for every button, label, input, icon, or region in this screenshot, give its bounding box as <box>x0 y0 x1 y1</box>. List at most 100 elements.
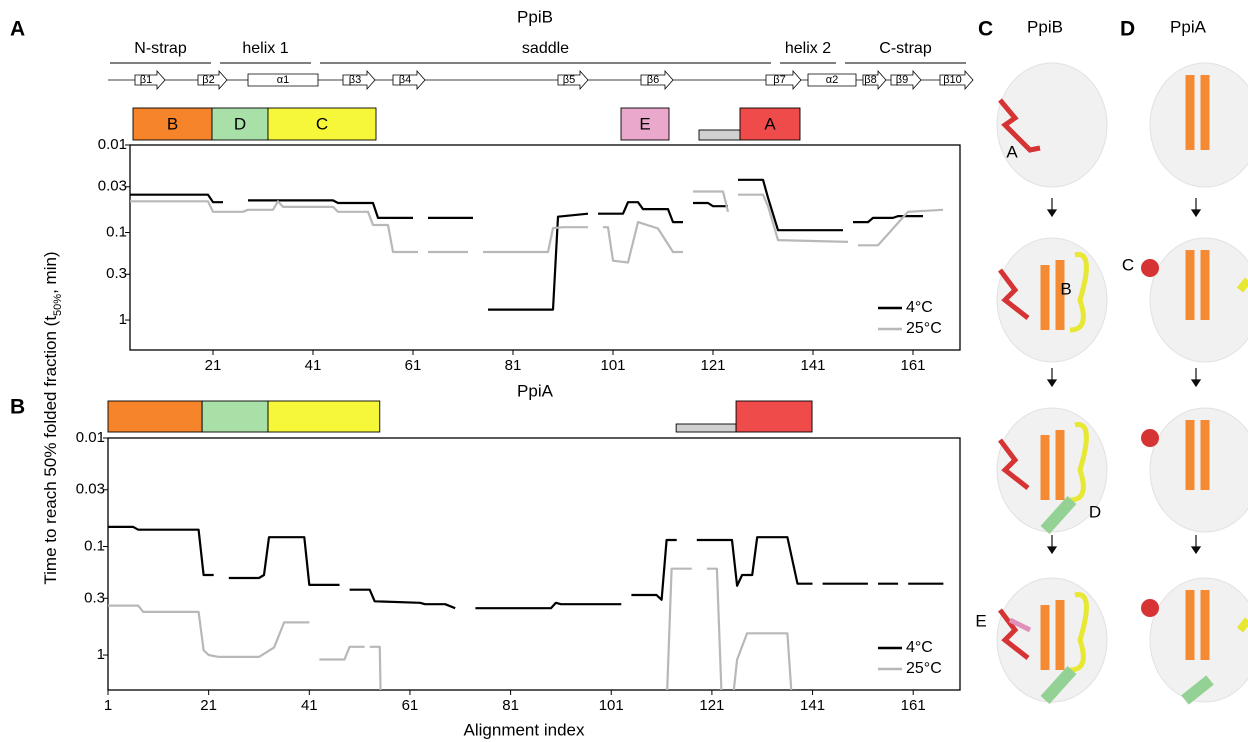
y-tick-label: 0.01 <box>98 136 127 153</box>
strand <box>862 69 887 91</box>
y-tick-label: 0.1 <box>106 223 127 240</box>
legend-label: 25°C <box>906 320 942 337</box>
series-line <box>666 567 692 690</box>
element-label: β4 <box>399 74 411 86</box>
x-tick-label: 101 <box>600 357 625 374</box>
foldon-label: E <box>639 114 650 133</box>
series-line <box>853 215 923 224</box>
y-tick-label: 0.1 <box>84 537 105 554</box>
legend-label: 25°C <box>906 660 942 677</box>
element-label: β3 <box>349 74 361 86</box>
x-axis-label: PpiA <box>517 381 554 400</box>
series-line <box>738 178 843 232</box>
foldon-box <box>201 400 269 433</box>
series-line <box>130 200 418 254</box>
series-line <box>631 538 677 601</box>
series-line <box>732 632 793 690</box>
foldon-box <box>107 400 203 433</box>
structure-label: D <box>1089 502 1101 521</box>
domain-label: C-strap <box>879 40 932 57</box>
structure-label: C <box>1122 255 1134 274</box>
series-line <box>349 588 456 610</box>
element-label: α2 <box>826 74 838 86</box>
strand <box>557 69 589 91</box>
series-line <box>475 601 622 610</box>
element-label: β8 <box>864 74 876 86</box>
series-line <box>108 525 214 577</box>
strand <box>134 69 166 91</box>
y-axis-label-subscript: 50% <box>52 294 64 316</box>
foldon-box <box>698 129 741 141</box>
foldon-label: B <box>167 114 178 133</box>
series-group <box>108 525 944 690</box>
x-tick-label: 1 <box>104 697 112 714</box>
y-tick-label: 1 <box>119 311 127 328</box>
y-tick-label: 0.01 <box>76 429 105 446</box>
x-tick-label: 61 <box>402 697 419 714</box>
series-line <box>130 193 223 204</box>
legend-label: 4°C <box>906 299 933 316</box>
y-tick-label: 0.03 <box>98 178 127 195</box>
y-axis-label-suffix: , min) <box>41 251 60 294</box>
element-label: β2 <box>202 74 214 86</box>
series-line <box>488 212 589 311</box>
foldon-box <box>132 107 213 141</box>
y-tick-label: 0.3 <box>106 265 127 282</box>
y-axis-label-text: Time to reach 50% folded fraction (t <box>41 316 60 585</box>
x-tick-label: 41 <box>305 357 322 374</box>
element-label: β7 <box>773 74 785 86</box>
x-tick-label: 121 <box>699 697 724 714</box>
foldon-label: A <box>764 114 776 133</box>
x-axis-label: Alignment index <box>464 720 585 739</box>
panel-label: C <box>978 18 993 41</box>
structure-title: PpiB <box>1027 17 1063 36</box>
strand <box>342 69 376 91</box>
foldon-box <box>675 423 737 433</box>
foldon-label: C <box>316 114 328 133</box>
strand <box>640 69 674 91</box>
y-axis-label: Time to reach 50% folded fraction (t50%,… <box>41 251 63 584</box>
structure-label: E <box>975 611 986 630</box>
foldon-box <box>211 107 269 141</box>
element-label: β6 <box>647 74 659 86</box>
strand <box>890 69 922 91</box>
foldon-box <box>735 400 813 433</box>
helix <box>247 73 319 87</box>
x-tick-label: 41 <box>301 697 318 714</box>
panel-label: D <box>1120 18 1135 41</box>
series-line <box>693 190 730 213</box>
helix <box>807 73 857 87</box>
x-tick-label: 61 <box>405 357 422 374</box>
x-tick-label: 121 <box>700 357 725 374</box>
element-label: β10 <box>943 74 962 86</box>
domain-label: saddle <box>522 40 569 57</box>
series-line <box>319 645 365 661</box>
x-tick-label: 161 <box>900 357 925 374</box>
strand <box>765 69 802 91</box>
series-line <box>738 193 849 243</box>
series-line <box>706 567 723 690</box>
domain-label: N-strap <box>134 40 187 57</box>
x-tick-label: 141 <box>800 357 825 374</box>
element-label: α1 <box>277 74 289 86</box>
structure-label: A <box>1006 142 1018 161</box>
strand <box>392 69 426 91</box>
element-label: β1 <box>140 74 152 86</box>
x-tick-label: 101 <box>599 697 624 714</box>
domain-label: helix 1 <box>242 40 288 57</box>
x-tick-label: 141 <box>800 697 825 714</box>
series-line <box>369 645 382 690</box>
element-label: β5 <box>563 74 575 86</box>
foldon-box <box>267 107 377 141</box>
chart-title: PpiB <box>517 7 553 26</box>
series-line <box>858 208 944 247</box>
x-tick-label: 21 <box>205 357 222 374</box>
y-tick-label: 0.03 <box>76 481 105 498</box>
domain-label: helix 2 <box>785 40 831 57</box>
x-tick-label: 81 <box>505 357 522 374</box>
series-line <box>693 201 728 208</box>
structure-title: PpiA <box>1170 17 1207 36</box>
foldon-box <box>267 400 381 433</box>
y-tick-label: 1 <box>97 646 105 663</box>
